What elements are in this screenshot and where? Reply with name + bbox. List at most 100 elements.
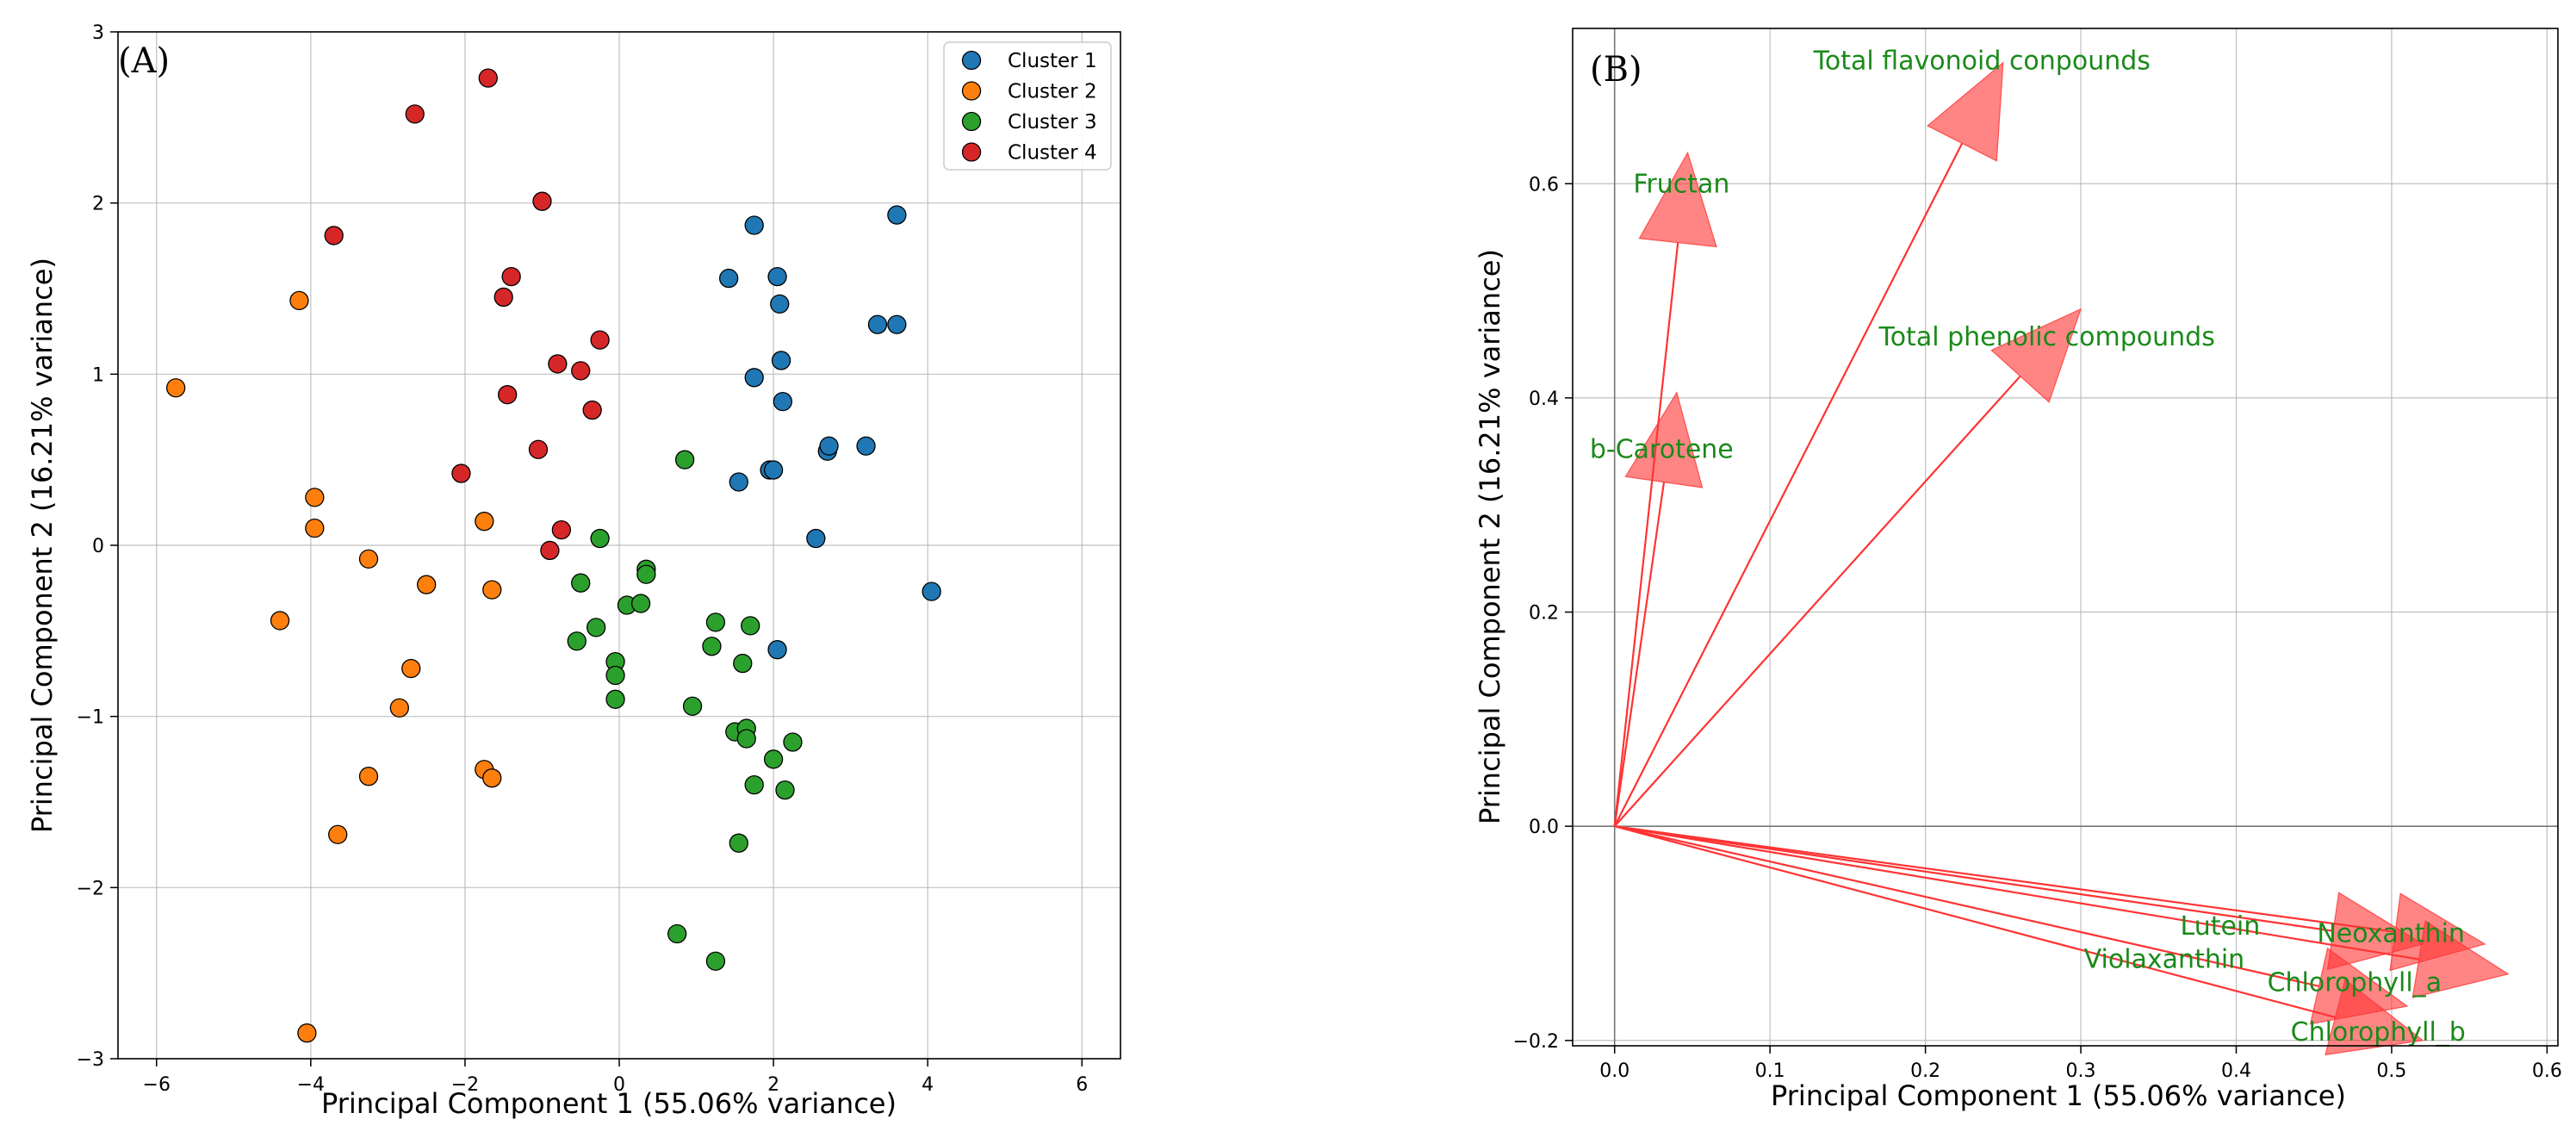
cluster-4-point bbox=[501, 266, 521, 287]
panel-a: −6 −4 −2 0 2 4 6 −3 −2 −1 0 1 2 3 (A) Principal Compo… bbox=[26, 22, 1121, 1120]
panel-b-frame bbox=[1572, 28, 2559, 1047]
cluster-1-point bbox=[770, 294, 790, 314]
cluster-3-point bbox=[571, 573, 591, 593]
cluster-3-point bbox=[586, 618, 606, 637]
cluster-3-point bbox=[630, 594, 651, 613]
cluster-4-point bbox=[493, 287, 513, 308]
cluster-2-point bbox=[358, 549, 379, 569]
cluster-2-point bbox=[482, 580, 502, 600]
loading-arrow-shaft bbox=[1614, 825, 2319, 987]
cluster-3-point bbox=[763, 749, 784, 769]
cluster-3-point bbox=[702, 637, 722, 656]
panel-b-grid bbox=[1573, 28, 2558, 1046]
loading-arrow-head bbox=[2326, 892, 2424, 971]
panel-b-label: (B) bbox=[1590, 50, 1642, 90]
loading-arrow-head bbox=[2325, 979, 2424, 1056]
cluster-4-point bbox=[548, 354, 568, 374]
panel-a-ytick-label: 2 bbox=[92, 194, 104, 215]
cluster-2-point bbox=[401, 658, 421, 679]
cluster-1-point bbox=[887, 314, 907, 334]
cluster-3-point bbox=[783, 732, 803, 752]
panel-b-xtick-label: 0.4 bbox=[2221, 1060, 2251, 1082]
loading-arrow-head bbox=[1638, 151, 1717, 248]
loading-arrow-head bbox=[2412, 920, 2510, 998]
loading-label: Lutein bbox=[2181, 911, 2261, 942]
cluster-3-point bbox=[667, 923, 687, 944]
legend-marker-cluster-2 bbox=[961, 81, 982, 101]
cluster-3-point bbox=[605, 665, 625, 686]
panel-a-ylabel: Principal Component 2 (16.21% variance) bbox=[26, 258, 59, 833]
cluster-2-point bbox=[417, 575, 437, 594]
panel-b-xtick-label: 0.3 bbox=[2066, 1060, 2096, 1082]
cluster-3-point bbox=[733, 653, 753, 674]
panel-a-xtick-label: −6 bbox=[143, 1074, 171, 1096]
cluster-1-point bbox=[729, 472, 748, 492]
cluster-4-point bbox=[451, 463, 471, 483]
cluster-1-point bbox=[806, 528, 826, 549]
cluster-3-point bbox=[682, 696, 703, 716]
panel-b-ytick-label: 0.6 bbox=[1529, 174, 1559, 196]
loading-arrow-head bbox=[1927, 61, 2004, 162]
loading-label: b-Carotene bbox=[1590, 435, 1734, 465]
loading-arrow-shaft bbox=[1614, 825, 2396, 933]
cluster-2-point bbox=[475, 512, 494, 532]
panel-a-ytick-label: −1 bbox=[77, 707, 104, 729]
legend-box bbox=[943, 41, 1112, 171]
cluster-3-point bbox=[567, 631, 587, 651]
panel-a-ticks: −6 −4 −2 0 2 4 6 −3 −2 −1 0 1 2 3 bbox=[77, 22, 1089, 1096]
cluster-2-point bbox=[305, 518, 325, 538]
loading-arrow-shaft bbox=[1613, 482, 1666, 827]
panel-a-ytick-label: −3 bbox=[77, 1049, 104, 1071]
panel-b-xtick-label: 0.1 bbox=[1755, 1060, 1785, 1082]
cluster-1-point bbox=[763, 460, 784, 480]
legend-label-cluster-2: Cluster 2 bbox=[1008, 81, 1097, 103]
panel-a-label: (A) bbox=[118, 41, 170, 81]
panel-a-xlabel: Principal Component 1 (55.06% variance) bbox=[321, 1087, 897, 1120]
cluster-3-point bbox=[736, 729, 756, 749]
cluster-4-point bbox=[582, 400, 602, 420]
cluster-1-point bbox=[744, 368, 764, 388]
cluster-3-point bbox=[636, 564, 656, 584]
cluster-2-point bbox=[305, 488, 325, 507]
cluster-1-point bbox=[887, 205, 907, 225]
legend-label-cluster-4: Cluster 4 bbox=[1008, 142, 1097, 165]
cluster-4-point bbox=[590, 330, 610, 350]
cluster-4-point bbox=[551, 519, 571, 540]
panel-b-xtick-label: 0.6 bbox=[2532, 1060, 2562, 1082]
panel-b-ytick-label: 0.2 bbox=[1529, 603, 1559, 625]
panel-b: Total flavonoid conpounds Fructan Total ph… bbox=[1474, 28, 2562, 1112]
cluster-4-point bbox=[532, 191, 552, 211]
cluster-1-point bbox=[819, 436, 839, 456]
loading-label: Chlorophyll_a bbox=[2268, 968, 2443, 998]
panel-b-xlabel: Principal Component 1 (55.06% variance) bbox=[1771, 1079, 2346, 1112]
loading-arrow-head bbox=[1990, 308, 2083, 403]
cluster-4-point bbox=[405, 104, 425, 124]
loading-label: Violaxanthin bbox=[2084, 944, 2245, 974]
legend-marker-cluster-3 bbox=[961, 111, 982, 132]
loading-arrow-shaft bbox=[1614, 825, 2419, 961]
cluster-2-point bbox=[166, 378, 186, 398]
cluster-1-point bbox=[771, 351, 791, 370]
panel-a-ytick-label: −2 bbox=[77, 878, 104, 899]
cluster-2-point bbox=[358, 767, 379, 786]
panel-a-xtick-label: −4 bbox=[297, 1074, 325, 1096]
panel-b-loadings: Total flavonoid conpounds Fructan Total ph… bbox=[1590, 46, 2510, 1056]
panel-b-ytick-label: 0.0 bbox=[1529, 817, 1559, 838]
loading-label: Neoxanthin bbox=[2317, 918, 2465, 948]
cluster-3-point bbox=[674, 450, 695, 469]
panel-b-ylabel: Principal Component 2 (16.21% variance) bbox=[1474, 249, 1506, 824]
cluster-3-point bbox=[705, 612, 726, 632]
panel-a-ytick-label: 0 bbox=[92, 536, 104, 557]
cluster-3-point bbox=[729, 833, 748, 853]
cluster-3-point bbox=[741, 616, 760, 636]
panel-b-ytick-label: −0.2 bbox=[1513, 1031, 1559, 1053]
cluster-4-point bbox=[478, 68, 498, 88]
loading-arrow-shaft bbox=[1613, 142, 1964, 827]
legend-marker-cluster-1 bbox=[961, 50, 982, 71]
cluster-2-point bbox=[270, 611, 290, 631]
panel-a-grid bbox=[118, 31, 1120, 1060]
panel-a-xtick-label: 4 bbox=[922, 1074, 934, 1096]
cluster-2-point bbox=[389, 698, 409, 718]
cluster-2-point bbox=[328, 824, 348, 844]
loading-label: Fructan bbox=[1633, 169, 1729, 199]
